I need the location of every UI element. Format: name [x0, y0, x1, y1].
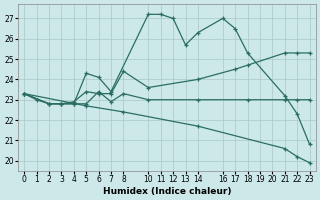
X-axis label: Humidex (Indice chaleur): Humidex (Indice chaleur) — [103, 187, 231, 196]
